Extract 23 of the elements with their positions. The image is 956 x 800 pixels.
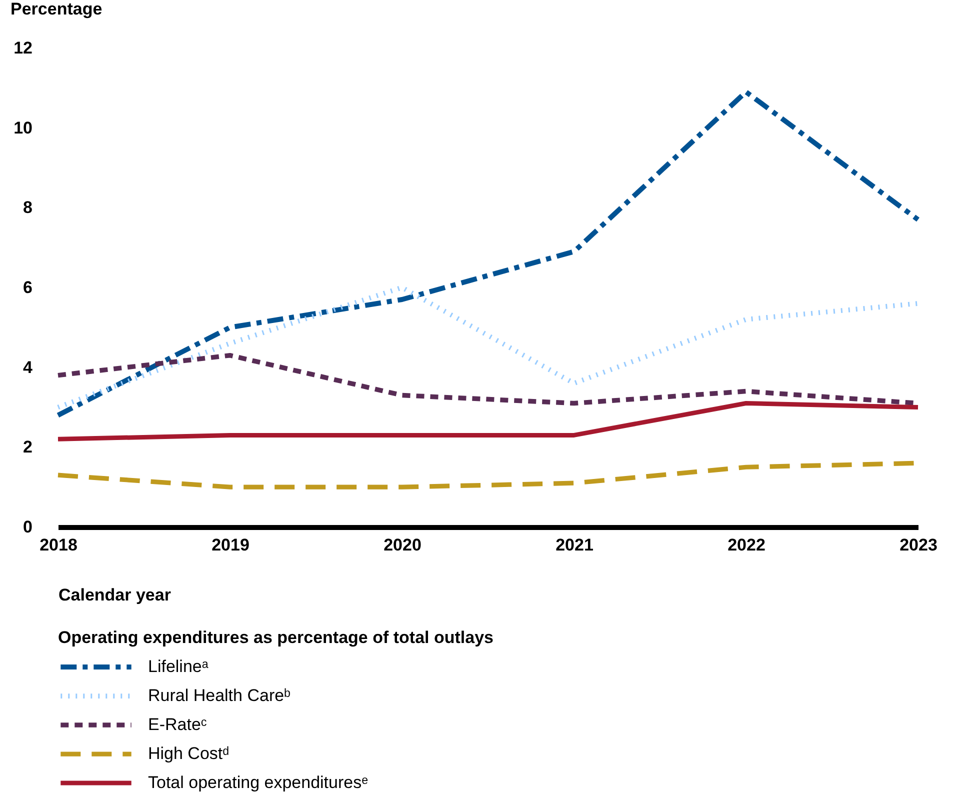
y-tick-label: 2 [23,438,32,457]
y-tick-label: 10 [14,118,32,138]
legend-label: Rural Health Careᵇ [148,686,290,705]
legend-title: Operating expenditures as percentage of total outlays [58,628,494,647]
line-series [56,285,920,410]
y-axis-title: Percentage [10,0,102,18]
legend-label: Lifelineᵃ [148,657,209,676]
x-tick-label: 2021 [556,536,594,554]
x-tick-label: 2023 [900,536,938,554]
x-tick-label: 2020 [384,536,422,554]
legend-label: E-Rateᶜ [148,715,207,734]
line-series [56,401,920,442]
x-tick-label: 2019 [212,536,250,554]
x-tick-label: 2022 [728,536,766,554]
y-tick-label: 4 [23,358,34,377]
x-axis-title: Calendar year [58,586,172,604]
y-tick-label: 0 [23,518,32,536]
legend-label: Total operating expendituresᵉ [148,773,368,792]
legend-label: High Costᵈ [148,744,230,763]
x-tick-label: 2018 [40,536,78,554]
y-tick-label: 8 [23,198,32,218]
y-tick-label: 6 [23,278,32,297]
y-tick-label: 12 [14,38,32,58]
